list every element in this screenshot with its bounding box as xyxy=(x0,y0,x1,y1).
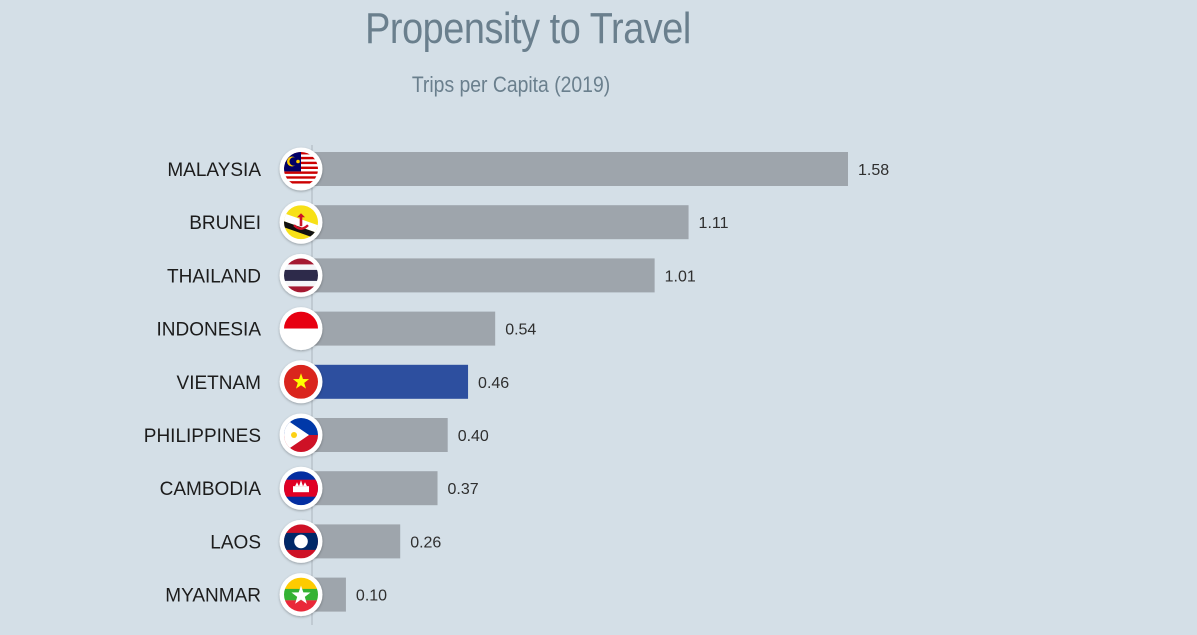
laos-flag-icon xyxy=(279,519,323,563)
philippines-flag-icon xyxy=(279,413,323,457)
bar-thailand xyxy=(312,258,655,293)
value-label-cambodia: 0.37 xyxy=(448,481,479,498)
bar-vietnam xyxy=(312,364,469,399)
category-label-thailand: THAILAND xyxy=(167,266,261,287)
cambodia-flag-icon xyxy=(279,466,323,510)
myanmar-flag-icon xyxy=(279,573,323,617)
category-label-cambodia: CAMBODIA xyxy=(160,479,262,500)
brunei-flag-icon xyxy=(279,200,323,244)
category-label-myanmar: MYANMAR xyxy=(165,586,261,607)
category-label-laos: LAOS xyxy=(210,532,261,553)
bar-brunei xyxy=(312,205,689,240)
category-label-philippines: PHILIPPINES xyxy=(144,426,261,447)
category-label-indonesia: INDONESIA xyxy=(156,320,261,341)
value-label-indonesia: 0.54 xyxy=(505,322,536,339)
bar-laos xyxy=(312,524,401,559)
value-label-myanmar: 0.10 xyxy=(356,588,387,605)
value-label-brunei: 1.11 xyxy=(699,215,729,232)
chart-title: Propensity to Travel xyxy=(365,4,691,53)
category-label-brunei: BRUNEI xyxy=(189,213,261,234)
category-label-vietnam: VIETNAM xyxy=(177,373,261,394)
value-label-thailand: 1.01 xyxy=(665,268,696,285)
category-label-malaysia: MALAYSIA xyxy=(167,160,261,181)
chart-subtitle: Trips per Capita (2019) xyxy=(411,72,611,97)
vietnam-flag-icon xyxy=(279,360,323,404)
thailand-flag-icon xyxy=(279,253,323,297)
value-label-philippines: 0.40 xyxy=(458,428,489,445)
value-label-vietnam: 0.46 xyxy=(478,375,509,392)
bar-indonesia xyxy=(312,311,496,346)
bar-malaysia xyxy=(312,152,848,186)
indonesia-flag-icon xyxy=(279,307,323,351)
malaysia-flag-icon xyxy=(279,147,323,191)
bar-cambodia xyxy=(312,471,438,506)
bar-philippines xyxy=(312,418,448,452)
value-label-laos: 0.26 xyxy=(410,534,441,551)
value-label-malaysia: 1.58 xyxy=(858,162,889,179)
